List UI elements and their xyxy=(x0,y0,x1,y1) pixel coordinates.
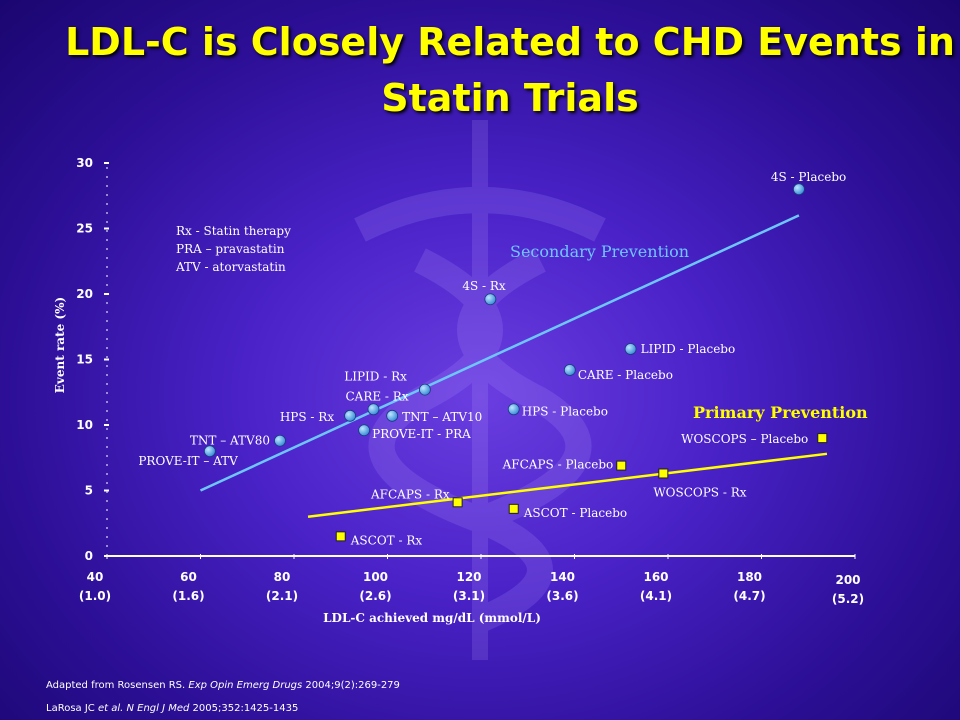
point-marker xyxy=(563,364,576,376)
chart-axes: 0 5 10 15 20 25 30 40 (1.0) 60 (1.6) 80 (2.1) 100 (2.6… xyxy=(53,156,864,625)
series-name-secondary: Secondary Prevention xyxy=(510,242,689,261)
point-label: AFCAPS - Placebo xyxy=(502,458,614,472)
point-marker xyxy=(203,445,216,458)
point-marker xyxy=(344,409,357,422)
y-tick-label: 0 xyxy=(85,549,93,563)
y-tick-label: 15 xyxy=(76,353,93,367)
x-tick-sublabel: (3.1) xyxy=(453,589,485,603)
point-marker xyxy=(335,531,346,542)
y-tick-label: 10 xyxy=(76,418,93,432)
point-label: PROVE-IT – ATV xyxy=(138,454,238,468)
reference-1: Adapted from Rosensen RS. Exp Opin Emerg… xyxy=(46,680,400,691)
point-marker xyxy=(616,460,627,471)
x-tick-label: 140 xyxy=(550,570,575,584)
x-tick-sublabel: (1.6) xyxy=(172,589,204,603)
point-label: WOSCOPS - Rx xyxy=(653,485,746,499)
point-marker xyxy=(817,433,828,444)
point-marker xyxy=(367,403,380,416)
x-tick-sublabel: (1.0) xyxy=(79,589,111,603)
point-marker xyxy=(484,293,497,306)
data-points: 4S - Placebo 4S - Rx LIPID - Placebo CARE -… xyxy=(138,170,846,547)
y-tick-label: 30 xyxy=(76,156,93,170)
point-marker xyxy=(274,434,286,447)
point-label: HPS - Rx xyxy=(280,410,334,424)
legend-line: ATV - atorvastatin xyxy=(175,260,286,274)
point-marker xyxy=(418,383,431,396)
point-marker xyxy=(452,497,463,508)
trend-lines xyxy=(199,214,828,518)
series-name-primary: Primary Prevention xyxy=(693,403,868,422)
y-tick-label: 20 xyxy=(76,287,93,301)
x-tick-sublabel: (5.2) xyxy=(832,592,864,606)
point-marker xyxy=(793,183,805,196)
point-label: ASCOT - Placebo xyxy=(523,506,627,520)
point-label: TNT – ATV80 xyxy=(190,434,270,448)
x-tick-label: 60 xyxy=(180,570,197,584)
x-tick-label: 160 xyxy=(643,570,668,584)
point-label: ASCOT - Rx xyxy=(350,533,423,547)
x-tick-label: 40 xyxy=(87,570,104,584)
references: Adapted from Rosensen RS. Exp Opin Emerg… xyxy=(46,674,400,720)
x-tick-label: 80 xyxy=(274,570,291,584)
x-tick-sublabel: (2.6) xyxy=(359,589,391,603)
point-marker xyxy=(658,468,669,479)
legend-line: PRA – pravastatin xyxy=(176,242,285,256)
y-tick-label: 25 xyxy=(76,222,93,236)
reference-2: LaRosa JC et al. N Engl J Med 2005;352:1… xyxy=(46,703,299,714)
point-label: WOSCOPS – Placebo xyxy=(681,432,808,446)
x-tick-label: 120 xyxy=(456,570,481,584)
point-label: LIPID - Placebo xyxy=(641,342,736,356)
point-marker xyxy=(358,424,371,437)
caduceus-watermark xyxy=(354,120,606,660)
point-marker xyxy=(508,503,519,514)
x-tick-sublabel: (3.6) xyxy=(546,589,578,603)
point-label: HPS - Placebo xyxy=(522,404,608,418)
point-label: CARE - Rx xyxy=(345,389,408,403)
y-axis-title: Event rate (%) xyxy=(53,297,67,393)
point-label: 4S - Rx xyxy=(462,279,506,293)
point-label: TNT – ATV10 xyxy=(402,410,482,424)
x-tick-label: 180 xyxy=(737,570,762,584)
point-label: LIPID - Rx xyxy=(344,370,407,384)
trend-line-primary xyxy=(307,452,828,518)
point-label: AFCAPS - Rx xyxy=(370,487,450,501)
x-tick-label: 100 xyxy=(363,570,388,584)
x-tick-sublabel: (4.1) xyxy=(640,589,672,603)
trend-line-secondary xyxy=(199,214,800,492)
point-marker xyxy=(624,343,637,355)
x-tick-sublabel: (2.1) xyxy=(266,589,298,603)
point-marker xyxy=(386,409,399,422)
point-marker xyxy=(507,403,520,416)
page-title: LDL-C is Closely Related to CHD Events i… xyxy=(65,20,955,120)
point-label: 4S - Placebo xyxy=(771,170,846,184)
x-tick-label: 200 xyxy=(835,573,860,587)
x-axis-title: LDL-C achieved mg/dL (mmol/L) xyxy=(323,611,541,625)
y-tick-label: 5 xyxy=(85,484,93,498)
x-tick-sublabel: (4.7) xyxy=(733,589,765,603)
point-label: CARE - Placebo xyxy=(578,368,673,382)
point-label: PROVE-IT - PRA xyxy=(372,427,471,441)
legend-line: Rx - Statin therapy xyxy=(176,224,291,238)
series-labels: Rx - Statin therapy PRA – pravastatin ATV … xyxy=(175,224,868,422)
